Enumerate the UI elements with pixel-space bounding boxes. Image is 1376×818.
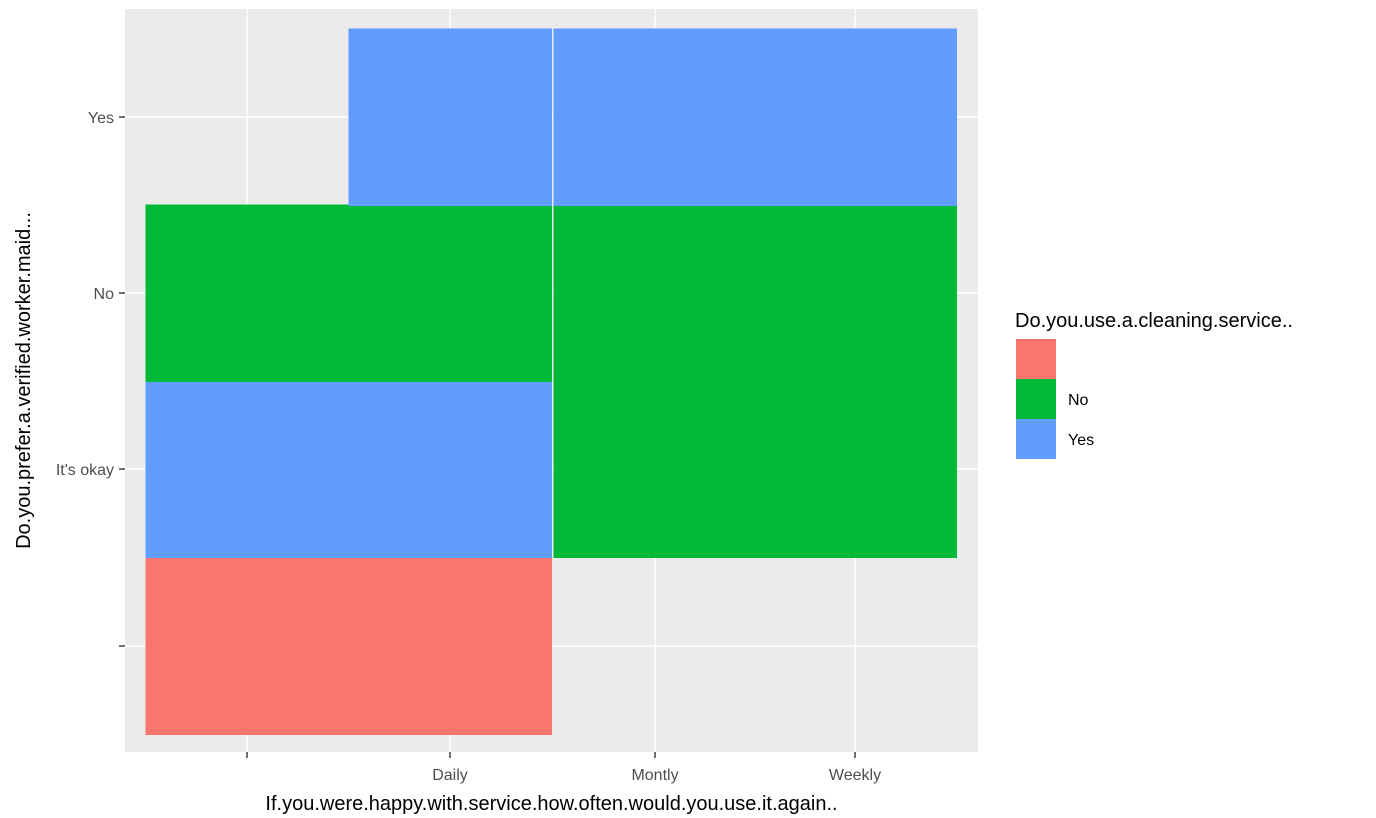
- y-tick-label: It's okay: [56, 462, 114, 479]
- tiles: [145, 28, 957, 735]
- legend-label: Yes: [1068, 432, 1094, 449]
- tile: [753, 380, 957, 558]
- tile: [348, 28, 552, 206]
- legend-swatch: [1016, 379, 1056, 419]
- tile: [348, 380, 552, 558]
- x-tick-label: Daily: [432, 767, 468, 784]
- tile: [145, 557, 349, 735]
- y-axis-ticks: It's okay No Yes: [56, 110, 125, 647]
- tile: [145, 204, 349, 382]
- legend: Do.you.use.a.cleaning.service.. No Yes: [1015, 310, 1293, 459]
- x-tick-label: Montly: [631, 767, 678, 784]
- y-tick-label: No: [94, 286, 115, 303]
- legend-label: No: [1068, 392, 1089, 409]
- tile: [145, 380, 349, 558]
- tile: [553, 380, 757, 558]
- legend-swatch: [1016, 339, 1056, 379]
- tile: [348, 204, 552, 382]
- x-axis-title: If.you.were.happy.with.service.how.often…: [265, 793, 837, 815]
- legend-entries: No Yes: [1016, 339, 1094, 459]
- legend-title: Do.you.use.a.cleaning.service..: [1015, 310, 1293, 332]
- tile: [553, 204, 757, 382]
- tile: [753, 204, 957, 382]
- tile: [753, 28, 957, 206]
- y-axis-title: Do.you.prefer.a.verified.worker.maid...: [13, 212, 35, 549]
- legend-swatch: [1016, 419, 1056, 459]
- tile: [553, 28, 757, 206]
- x-axis-ticks: Daily Montly Weekly: [246, 752, 881, 784]
- x-tick-label: Weekly: [829, 767, 881, 784]
- y-tick-label: Yes: [88, 110, 114, 127]
- tile: [348, 557, 552, 735]
